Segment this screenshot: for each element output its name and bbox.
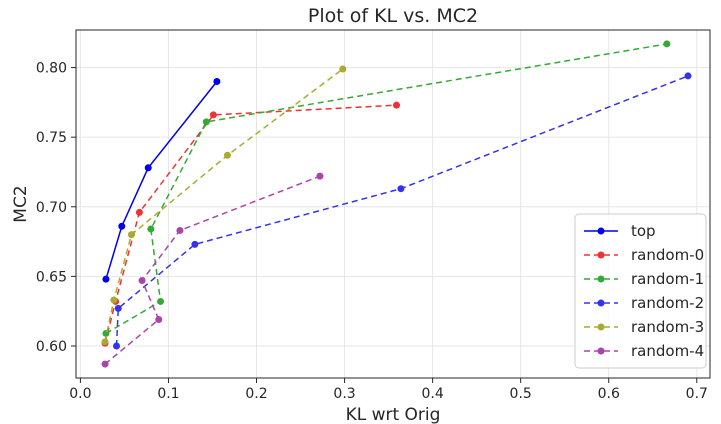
legend-label: random-3 [631,318,704,336]
data-point [209,111,217,119]
legend: top random-0 random-1 random-2 random-3 rando… [574,213,707,369]
x-tick-label: 0.2 [245,386,267,402]
legend-label: top [631,222,656,240]
y-tick-label: 0.80 [36,61,67,77]
data-point [202,118,210,126]
series-line [105,43,667,335]
data-point [684,72,692,80]
data-point [101,360,109,368]
data-point [155,316,163,324]
series-random-4 [101,172,324,368]
legend-box [574,213,707,369]
legend-marker [597,275,605,283]
data-point [213,78,221,86]
y-tick-label: 0.70 [36,200,67,216]
data-point [176,226,184,234]
y-tick-label: 0.75 [36,130,67,146]
y-tick-label: 0.65 [36,269,67,285]
data-point [113,342,121,350]
x-tick-label: 0.3 [333,386,355,402]
data-point [147,225,155,233]
series-line [104,175,321,365]
data-point [223,151,231,159]
series-random-3 [101,65,347,346]
data-point [393,101,401,109]
legend-label: random-4 [631,342,704,360]
data-point [663,40,671,48]
data-point [157,297,165,305]
data-point [110,296,118,304]
data-point [191,240,199,248]
y-axis-title: MC2 [11,185,31,222]
y-tick-label: 0.60 [36,339,67,355]
data-point [118,222,126,230]
x-tick-label: 0.1 [157,386,179,402]
plot-frame [75,29,711,379]
legend-label: random-0 [631,246,704,264]
legend-label: random-2 [631,294,704,312]
data-point [127,231,135,239]
legend-marker [597,251,605,259]
legend-marker [597,227,605,235]
ticks: 0.0 0.1 0.2 0.3 0.4 0.5 0.6 0.7 0.60 0.65 0.70 0.75… [36,61,708,402]
chart-title: Plot of KL vs. MC2 [308,5,478,27]
series-group [101,40,692,368]
data-point [102,275,110,283]
data-point [316,172,324,180]
data-point [138,277,146,285]
series-line [105,81,218,280]
x-tick-label: 0.0 [69,386,91,402]
x-tick-label: 0.7 [686,386,708,402]
legend-marker [597,347,605,355]
x-tick-label: 0.5 [510,386,532,402]
x-axis-title: KL wrt Orig [346,405,441,424]
x-tick-label: 0.4 [421,386,443,402]
data-point [135,208,143,216]
series-random-1 [102,40,671,337]
series-random-2 [113,72,692,350]
series-top [102,78,221,283]
series-line [115,75,689,347]
x-tick-label: 0.6 [598,386,620,402]
data-point [114,304,122,312]
legend-marker [597,323,605,331]
data-point [101,338,109,346]
data-point [339,65,347,73]
legend-label: random-1 [631,270,704,288]
legend-marker [597,299,605,307]
data-point [397,185,405,193]
data-point [144,164,152,172]
